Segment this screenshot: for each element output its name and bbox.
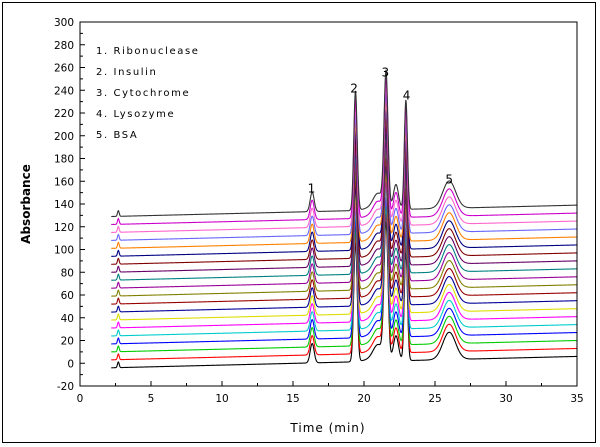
legend-entry-1: 1. Ribonuclease bbox=[96, 46, 200, 57]
y-tick-label: -20 bbox=[57, 381, 74, 393]
trace-line-3 bbox=[111, 204, 578, 353]
trace-line-6 bbox=[111, 180, 578, 329]
y-tick-label: 200 bbox=[54, 131, 74, 143]
y-tick-label: 240 bbox=[54, 85, 74, 97]
trace-line-18 bbox=[111, 85, 578, 233]
y-tick-label: 0 bbox=[67, 358, 74, 370]
trace-line-5 bbox=[111, 188, 577, 337]
legend-entry-4: 4. Lysozyme bbox=[96, 109, 175, 120]
trace-line-9 bbox=[111, 157, 577, 305]
trace-line-2 bbox=[111, 212, 578, 361]
chromatogram-traces bbox=[111, 69, 578, 369]
y-tick-label: 120 bbox=[54, 222, 74, 234]
trace-line-10 bbox=[111, 149, 578, 297]
x-tick-label: 25 bbox=[428, 393, 441, 405]
x-tick-label: 35 bbox=[570, 393, 583, 405]
x-tick-label: 10 bbox=[215, 393, 228, 405]
trace-line-1 bbox=[111, 220, 577, 369]
legend-entry-3: 3. Cytochrome bbox=[96, 88, 190, 99]
trace-line-8 bbox=[111, 164, 577, 313]
y-tick-label: 140 bbox=[54, 199, 74, 211]
trace-line-15 bbox=[111, 109, 578, 257]
axes: 0 5 10 15 20 25 30 35-2002040608010012014016018… bbox=[54, 17, 584, 405]
y-tick-label: 260 bbox=[54, 63, 74, 75]
trace-line-16 bbox=[111, 101, 577, 249]
trace-line-19 bbox=[111, 77, 578, 226]
peak-label: 1 bbox=[308, 182, 316, 196]
y-tick-label: 280 bbox=[54, 40, 74, 52]
x-tick-label: 15 bbox=[286, 393, 299, 405]
y-tick-label: 160 bbox=[54, 176, 74, 188]
x-tick-label: 20 bbox=[357, 393, 370, 405]
y-tick-label: 300 bbox=[54, 17, 74, 29]
peak-label: 3 bbox=[381, 66, 389, 80]
trace-line-11 bbox=[111, 141, 578, 289]
trace-line-7 bbox=[111, 172, 578, 321]
y-tick-label: 40 bbox=[61, 313, 74, 325]
peak-label: 4 bbox=[403, 88, 411, 102]
y-tick-label: 180 bbox=[54, 154, 74, 166]
x-tick-label: 5 bbox=[148, 393, 155, 405]
y-tick-label: 20 bbox=[61, 336, 74, 348]
y-tick-label: 100 bbox=[54, 245, 74, 257]
y-tick-label: 220 bbox=[54, 108, 74, 120]
y-axis-title: Absorbance bbox=[19, 164, 33, 244]
peak-label: 2 bbox=[350, 82, 358, 96]
trace-line-12 bbox=[111, 133, 577, 281]
trace-line-4 bbox=[111, 196, 577, 345]
trace-line-14 bbox=[111, 117, 578, 265]
trace-line-17 bbox=[111, 93, 577, 241]
peak-label: 5 bbox=[445, 173, 453, 187]
peak-labels: 1 2 34 5 bbox=[308, 66, 453, 196]
y-tick-label: 80 bbox=[61, 267, 74, 279]
x-tick-label: 0 bbox=[77, 393, 84, 405]
trace-line-20 bbox=[111, 69, 577, 218]
legend-entry-5: 5. BSA bbox=[96, 130, 138, 141]
x-axis-title: Time (min) bbox=[289, 421, 365, 435]
trace-line-13 bbox=[111, 125, 577, 273]
legend-entry-2: 2. Insulin bbox=[96, 67, 157, 78]
legend: 1. Ribonuclease 2. Insulin 3. Cytochrome… bbox=[96, 46, 200, 141]
y-tick-label: 60 bbox=[61, 290, 74, 302]
x-tick-label: 30 bbox=[499, 393, 512, 405]
